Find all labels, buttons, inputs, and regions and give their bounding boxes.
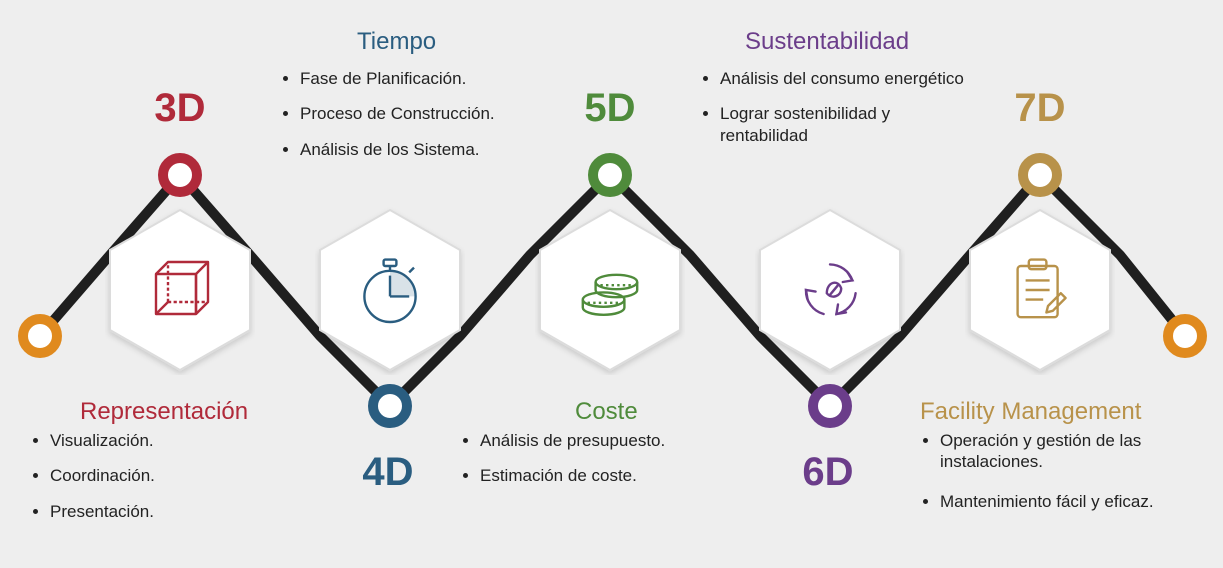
ring-6d: [808, 384, 852, 428]
bullet-5d-1: Estimación de coste.: [480, 465, 760, 486]
title-3d: Representación: [80, 400, 248, 424]
label-5d: 5D: [584, 88, 635, 128]
bullet-3d-2: Presentación.: [50, 501, 280, 522]
cube-icon: [140, 250, 220, 330]
title-4d: Tiempo: [357, 30, 436, 54]
bullets-5d: Análisis de presupuesto. Estimación de co…: [460, 430, 760, 501]
bullet-7d-0: Operación y gestión de las instalaciones…: [940, 430, 1210, 473]
ring-start: [18, 314, 62, 358]
title-7d: Facility Management: [920, 400, 1141, 424]
hex-4d: [315, 205, 465, 375]
ring-end: [1163, 314, 1207, 358]
hex-6d: [755, 205, 905, 375]
bullets-4d: Fase de Planificación. Proceso de Constru…: [280, 68, 580, 174]
infographic-stage: 3D Representación Visualización. Coordina…: [0, 0, 1223, 568]
coins-icon: [570, 250, 650, 330]
bullet-7d-1: Mantenimiento fácil y eficaz.: [940, 491, 1210, 512]
bullet-3d-1: Coordinación.: [50, 465, 280, 486]
hex-3d: [105, 205, 255, 375]
label-7d: 7D: [1014, 88, 1065, 128]
hex-7d: [965, 205, 1115, 375]
bullet-6d-1: Lograr sostenibilidad y rentabilidad: [720, 103, 980, 146]
stopwatch-icon: [350, 250, 430, 330]
clipboard-icon: [1000, 250, 1080, 330]
ring-4d: [368, 384, 412, 428]
label-4d: 4D: [362, 452, 413, 492]
bullet-3d-0: Visualización.: [50, 430, 280, 451]
label-6d: 6D: [802, 452, 853, 492]
ring-3d: [158, 153, 202, 197]
bullet-4d-1: Proceso de Construcción.: [300, 103, 580, 124]
bullets-6d: Análisis del consumo energético Lograr so…: [700, 68, 980, 160]
title-5d: Coste: [575, 400, 638, 424]
ring-7d: [1018, 153, 1062, 197]
bullet-6d-0: Análisis del consumo energético: [720, 68, 980, 89]
bullet-4d-0: Fase de Planificación.: [300, 68, 580, 89]
bullets-3d: Visualización. Coordinación. Presentación.: [30, 430, 280, 536]
ring-5d: [588, 153, 632, 197]
label-3d: 3D: [154, 88, 205, 128]
bullets-7d: Operación y gestión de las instalaciones…: [920, 430, 1210, 530]
bullet-4d-2: Análisis de los Sistema.: [300, 139, 580, 160]
title-6d: Sustentabilidad: [745, 30, 909, 54]
hex-5d: [535, 205, 685, 375]
bullet-5d-0: Análisis de presupuesto.: [480, 430, 760, 451]
recycle-leaf-icon: [790, 250, 870, 330]
